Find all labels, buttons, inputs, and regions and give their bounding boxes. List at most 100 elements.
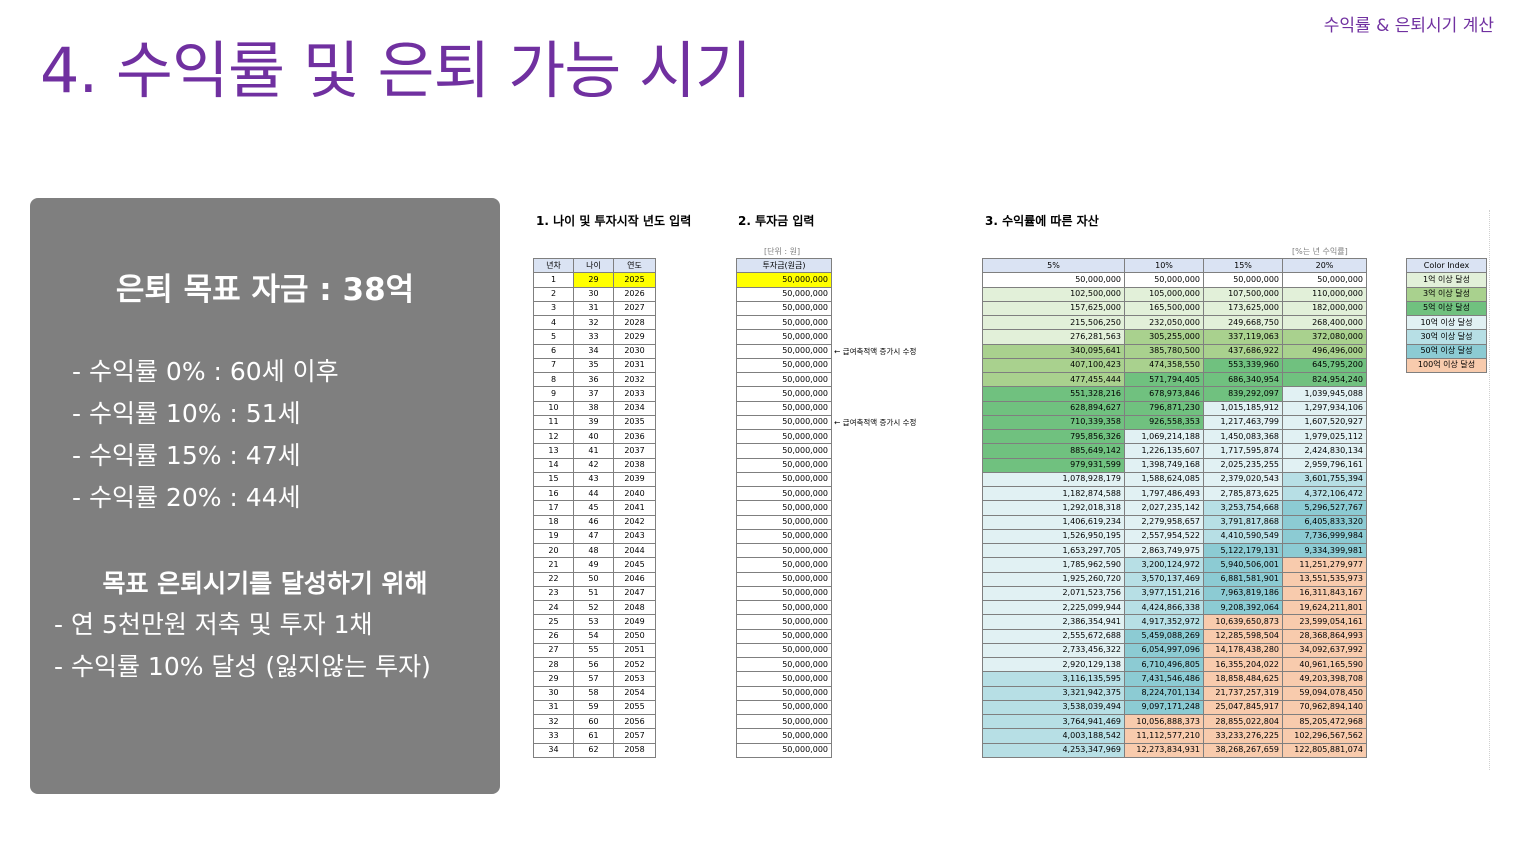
plan-heading: 목표 은퇴시기를 달성하기 위해 bbox=[102, 569, 428, 598]
table-row: 26 54 2050 bbox=[533, 628, 656, 644]
principal-cell[interactable]: 50,000,000 bbox=[736, 414, 832, 431]
principal-cell[interactable]: 50,000,000 bbox=[736, 685, 832, 701]
asset-cell: 795,856,326 bbox=[982, 428, 1125, 445]
year-count-cell: 6 bbox=[533, 343, 574, 359]
legend-item: 100억 이상 달성 bbox=[1406, 357, 1487, 374]
age-cell: 52 bbox=[573, 599, 614, 616]
principal-cell[interactable]: 50,000,000 bbox=[736, 585, 832, 602]
principal-cell[interactable]: 50,000,000 bbox=[736, 557, 832, 573]
table-row: 10 38 2034 bbox=[533, 400, 656, 416]
principal-cell[interactable]: 50,000,000 bbox=[736, 599, 832, 616]
section-caption: 수익률 & 은퇴시기 계산 bbox=[1323, 16, 1494, 36]
year-cell: 2044 bbox=[613, 542, 656, 559]
principal-cell[interactable]: 50,000,000 bbox=[736, 443, 832, 459]
principal-cell[interactable]: 50,000,000 bbox=[736, 300, 832, 317]
table-row: 2,733,456,322 6,054,997,096 14,178,438,280… bbox=[982, 642, 1367, 659]
year-count-cell: 25 bbox=[533, 614, 574, 630]
asset-cell: 337,119,063 bbox=[1203, 329, 1283, 345]
age-cell: 33 bbox=[573, 329, 614, 345]
table-row: 20 48 2044 bbox=[533, 542, 656, 559]
principal-cell[interactable]: 50,000,000 bbox=[736, 699, 832, 716]
principal-cell[interactable]: 50,000,000 bbox=[736, 642, 832, 659]
principal-cell[interactable]: 50,000,000 bbox=[736, 742, 832, 758]
year-cell: 2057 bbox=[613, 728, 656, 744]
asset-cell: 12,273,834,931 bbox=[1124, 742, 1204, 758]
principal-cell[interactable]: 50,000,000 bbox=[736, 628, 832, 644]
principal-cell[interactable]: 50,000,000 bbox=[736, 485, 832, 502]
asset-cell: 9,097,171,248 bbox=[1124, 699, 1204, 716]
legend-row: 10억 이상 달성 bbox=[1406, 314, 1487, 331]
principal-cell[interactable]: 50,000,000 bbox=[736, 528, 832, 545]
principal-cell[interactable]: 50,000,000 bbox=[736, 386, 832, 402]
asset-cell: 19,624,211,801 bbox=[1282, 599, 1367, 616]
legend-item: 3억 이상 달성 bbox=[1406, 286, 1487, 302]
principal-cell[interactable]: 50,000,000 bbox=[736, 614, 832, 630]
asset-cell: 340,095,641 bbox=[982, 343, 1125, 359]
principal-cell[interactable]: 50,000,000 bbox=[736, 728, 832, 744]
year-count-cell: 32 bbox=[533, 713, 574, 730]
age-table: 년차 나이 연도 1 29 2025 2 30 2026 3 31 2027 4 32 2028 5 33… bbox=[533, 257, 656, 758]
year-cell: 2038 bbox=[613, 457, 656, 473]
principal-cell[interactable]: 50,000,000 bbox=[736, 514, 832, 530]
asset-cell: 5,940,506,001 bbox=[1203, 557, 1283, 573]
principal-cell[interactable]: 50,000,000 bbox=[736, 542, 832, 559]
asset-cell: 215,506,250 bbox=[982, 314, 1125, 331]
principal-cell[interactable]: 50,000,000 bbox=[736, 428, 832, 445]
principal-cell[interactable]: 50,000,000 bbox=[736, 571, 832, 587]
principal-cell[interactable]: 50,000,000 bbox=[736, 343, 832, 359]
age-cell: 41 bbox=[573, 443, 614, 459]
asset-cell: 50,000,000 bbox=[1124, 272, 1204, 288]
year-cell: 2054 bbox=[613, 685, 656, 701]
asset-cell: 824,954,240 bbox=[1282, 371, 1367, 388]
year-cell: 2043 bbox=[613, 528, 656, 545]
year-count-cell: 10 bbox=[533, 400, 574, 416]
table-row: 50,000,000 bbox=[736, 671, 832, 687]
age-cell: 38 bbox=[573, 400, 614, 416]
asset-cell: 407,100,423 bbox=[982, 357, 1125, 374]
principal-cell[interactable]: 50,000,000 bbox=[736, 314, 832, 331]
table-row: 50,000,000 bbox=[736, 471, 832, 488]
table-row: 3 31 2027 bbox=[533, 300, 656, 317]
asset-cell: 28,855,022,804 bbox=[1203, 713, 1283, 730]
age-cell: 42 bbox=[573, 457, 614, 473]
age-cell[interactable]: 29 bbox=[573, 272, 614, 288]
legend-item: 1억 이상 달성 bbox=[1406, 272, 1487, 288]
age-cell: 50 bbox=[573, 571, 614, 587]
table-row: 5 33 2029 bbox=[533, 329, 656, 345]
asset-cell: 3,791,817,868 bbox=[1203, 514, 1283, 530]
principal-cell[interactable]: 50,000,000 bbox=[736, 713, 832, 730]
asset-cell: 553,339,960 bbox=[1203, 357, 1283, 374]
year-cell: 2048 bbox=[613, 599, 656, 616]
asset-cell: 1,450,083,368 bbox=[1203, 428, 1283, 445]
asset-cell: 70,962,894,140 bbox=[1282, 699, 1367, 716]
asset-cell: 18,858,484,625 bbox=[1203, 671, 1283, 687]
principal-cell[interactable]: 50,000,000 bbox=[736, 357, 832, 374]
legend-header: Color Index bbox=[1406, 257, 1487, 274]
principal-cell[interactable]: 50,000,000 bbox=[736, 400, 832, 416]
asset-cell: 477,455,444 bbox=[982, 371, 1125, 388]
year-count-cell: 1 bbox=[533, 272, 574, 288]
table-row: 50,000,000 bbox=[736, 685, 832, 701]
principal-cell[interactable]: 50,000,000 bbox=[736, 272, 832, 288]
principal-cell[interactable]: 50,000,000 bbox=[736, 471, 832, 488]
principal-cell[interactable]: 50,000,000 bbox=[736, 671, 832, 687]
year-count-cell: 28 bbox=[533, 656, 574, 673]
principal-cell[interactable]: 50,000,000 bbox=[736, 500, 832, 516]
asset-cell: 628,894,627 bbox=[982, 400, 1125, 416]
asset-cell: 1,717,595,874 bbox=[1203, 443, 1283, 459]
asset-cell: 23,599,054,161 bbox=[1282, 614, 1367, 630]
age-cell: 61 bbox=[573, 728, 614, 744]
principal-cell[interactable]: 50,000,000 bbox=[736, 371, 832, 388]
year-cell: 2026 bbox=[613, 286, 656, 302]
asset-cell: 3,321,942,375 bbox=[982, 685, 1125, 701]
year-cell[interactable]: 2025 bbox=[613, 272, 656, 288]
asset-cell: 8,224,701,134 bbox=[1124, 685, 1204, 701]
year-count-cell: 20 bbox=[533, 542, 574, 559]
asset-cell: 1,398,749,168 bbox=[1124, 457, 1204, 473]
principal-cell[interactable]: 50,000,000 bbox=[736, 457, 832, 473]
table-row: 979,931,599 1,398,749,168 2,025,235,255 2,9… bbox=[982, 457, 1367, 473]
principal-cell[interactable]: 50,000,000 bbox=[736, 329, 832, 345]
principal-cell[interactable]: 50,000,000 bbox=[736, 656, 832, 673]
year-count-cell: 17 bbox=[533, 500, 574, 516]
principal-cell[interactable]: 50,000,000 bbox=[736, 286, 832, 302]
